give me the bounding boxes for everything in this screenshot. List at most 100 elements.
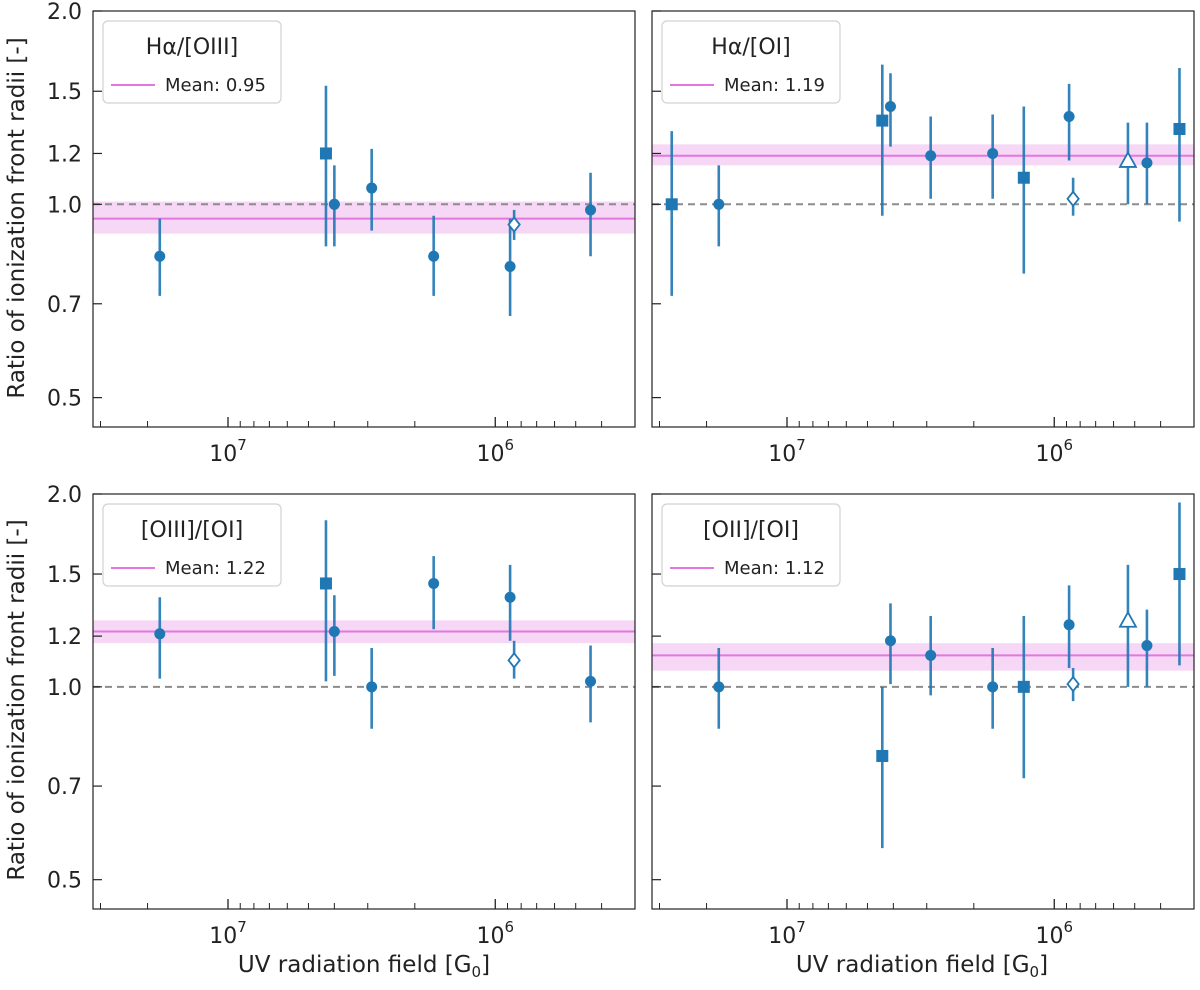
axes-frame bbox=[92, 10, 636, 428]
x-tick-exp: 6 bbox=[504, 436, 514, 454]
data-point-8 bbox=[1063, 111, 1075, 123]
data-point-10 bbox=[1118, 150, 1138, 168]
x-axis-label-left: UV radiation field [G0] bbox=[238, 952, 490, 981]
axes-frame bbox=[92, 493, 636, 910]
data-point-5 bbox=[428, 577, 440, 589]
y-tick-label: 1.5 bbox=[47, 563, 82, 588]
data-point-2 bbox=[319, 577, 332, 590]
data-point-8 bbox=[585, 204, 597, 216]
panel-4: 107 106[OII]/[OI]Mean: 1.12 bbox=[651, 493, 1195, 949]
data-point-3 bbox=[876, 114, 889, 127]
x-tick-exp: 6 bbox=[1063, 918, 1073, 936]
data-point-7 bbox=[507, 651, 521, 669]
legend-title: [OIII]/[OI] bbox=[141, 518, 243, 543]
data-point-3 bbox=[328, 626, 340, 638]
legend: Hα/[OIII] Mean: 0.95 bbox=[102, 20, 282, 104]
data-point-2 bbox=[319, 147, 332, 160]
data-point-8 bbox=[1066, 675, 1080, 693]
data-point-1 bbox=[154, 250, 166, 262]
data-point-1 bbox=[665, 198, 678, 211]
x-tick-base: 10 bbox=[768, 924, 796, 949]
plot-area bbox=[93, 520, 635, 729]
legend-title: Hα/[OI] bbox=[711, 35, 790, 60]
y-tick-label: 1.5 bbox=[47, 80, 82, 105]
legend-box bbox=[661, 503, 841, 587]
x-tick-base: 10 bbox=[768, 442, 796, 467]
plot-area bbox=[652, 64, 1194, 296]
data-point-2 bbox=[713, 198, 725, 210]
y-tick-label: 2.0 bbox=[47, 483, 82, 508]
data-point-1 bbox=[713, 681, 725, 693]
data-point-9 bbox=[1066, 190, 1080, 208]
y-axis-label-bottom: Ratio of ionization front radii [-] bbox=[4, 519, 30, 880]
x-tick-label: 107 bbox=[768, 436, 806, 467]
legend-mean-label: Mean: 1.22 bbox=[165, 558, 266, 579]
y-tick-label: 0.7 bbox=[47, 293, 82, 318]
data-point-6 bbox=[1017, 680, 1030, 693]
x-tick-exp: 7 bbox=[237, 436, 247, 454]
data-point-9 bbox=[1118, 610, 1138, 628]
y-tick-label: 1.0 bbox=[47, 676, 82, 701]
data-point-11 bbox=[1141, 157, 1153, 169]
x-tick-exp: 7 bbox=[796, 918, 806, 936]
x-tick-exp: 6 bbox=[504, 918, 514, 936]
data-point-6 bbox=[504, 261, 516, 273]
data-point-8 bbox=[585, 675, 597, 687]
x-tick-base: 10 bbox=[1035, 442, 1063, 467]
y-tick-label: 1.0 bbox=[47, 193, 82, 218]
legend-mean-label: Mean: 1.19 bbox=[724, 75, 825, 96]
legend: [OII]/[OI] Mean: 1.12 bbox=[661, 503, 841, 587]
data-point-3 bbox=[884, 635, 896, 647]
y-axis-label-top: Ratio of ionization front radii [-] bbox=[4, 37, 30, 398]
legend-box bbox=[661, 20, 841, 104]
legend-mean-label: Mean: 1.12 bbox=[724, 558, 825, 579]
data-point-7 bbox=[1063, 619, 1075, 631]
x-tick-base: 10 bbox=[209, 442, 237, 467]
x-tick-base: 10 bbox=[476, 924, 504, 949]
axes-frame bbox=[651, 493, 1195, 910]
data-point-5 bbox=[987, 681, 999, 693]
data-point-4 bbox=[884, 101, 896, 113]
plot-area bbox=[652, 502, 1194, 849]
x-tick-base: 10 bbox=[1035, 924, 1063, 949]
data-point-3 bbox=[328, 198, 340, 210]
y-tick-label: 2.0 bbox=[47, 0, 82, 25]
data-point-5 bbox=[925, 150, 937, 162]
x-axis-label-right: UV radiation field [G0] bbox=[796, 952, 1048, 981]
data-point-1 bbox=[154, 628, 166, 640]
x-tick-base: 10 bbox=[209, 924, 237, 949]
y-tick-label: 0.7 bbox=[47, 775, 82, 800]
mean-band bbox=[93, 201, 635, 234]
x-tick-label: 107 bbox=[209, 918, 247, 949]
data-point-12 bbox=[1173, 123, 1186, 136]
legend-box bbox=[102, 503, 282, 587]
data-point-6 bbox=[504, 591, 516, 603]
y-tick-label: 1.2 bbox=[47, 142, 82, 167]
plot-area bbox=[93, 85, 635, 316]
x-tick-label: 106 bbox=[476, 436, 514, 467]
data-point-7 bbox=[507, 216, 521, 233]
data-point-6 bbox=[987, 147, 999, 159]
data-point-10 bbox=[1141, 640, 1153, 652]
data-point-5 bbox=[428, 250, 440, 262]
legend: Hα/[OI] Mean: 1.19 bbox=[661, 20, 841, 104]
x-tick-label: 107 bbox=[209, 436, 247, 467]
x-tick-label: 106 bbox=[1035, 918, 1073, 949]
x-tick-exp: 7 bbox=[237, 918, 247, 936]
x-tick-exp: 6 bbox=[1063, 436, 1073, 454]
data-point-11 bbox=[1173, 568, 1186, 581]
x-tick-label: 106 bbox=[1035, 436, 1073, 467]
x-tick-base: 10 bbox=[476, 442, 504, 467]
x-tick-label: 107 bbox=[768, 918, 806, 949]
y-tick-label: 0.5 bbox=[47, 869, 82, 894]
legend: [OIII]/[OI] Mean: 1.22 bbox=[102, 503, 282, 587]
y-tick-label: 0.5 bbox=[47, 387, 82, 412]
axes-frame bbox=[651, 10, 1195, 428]
legend-title: Hα/[OIII] bbox=[146, 35, 238, 60]
legend-mean-label: Mean: 0.95 bbox=[165, 75, 266, 96]
y-tick-label: 1.2 bbox=[47, 625, 82, 650]
